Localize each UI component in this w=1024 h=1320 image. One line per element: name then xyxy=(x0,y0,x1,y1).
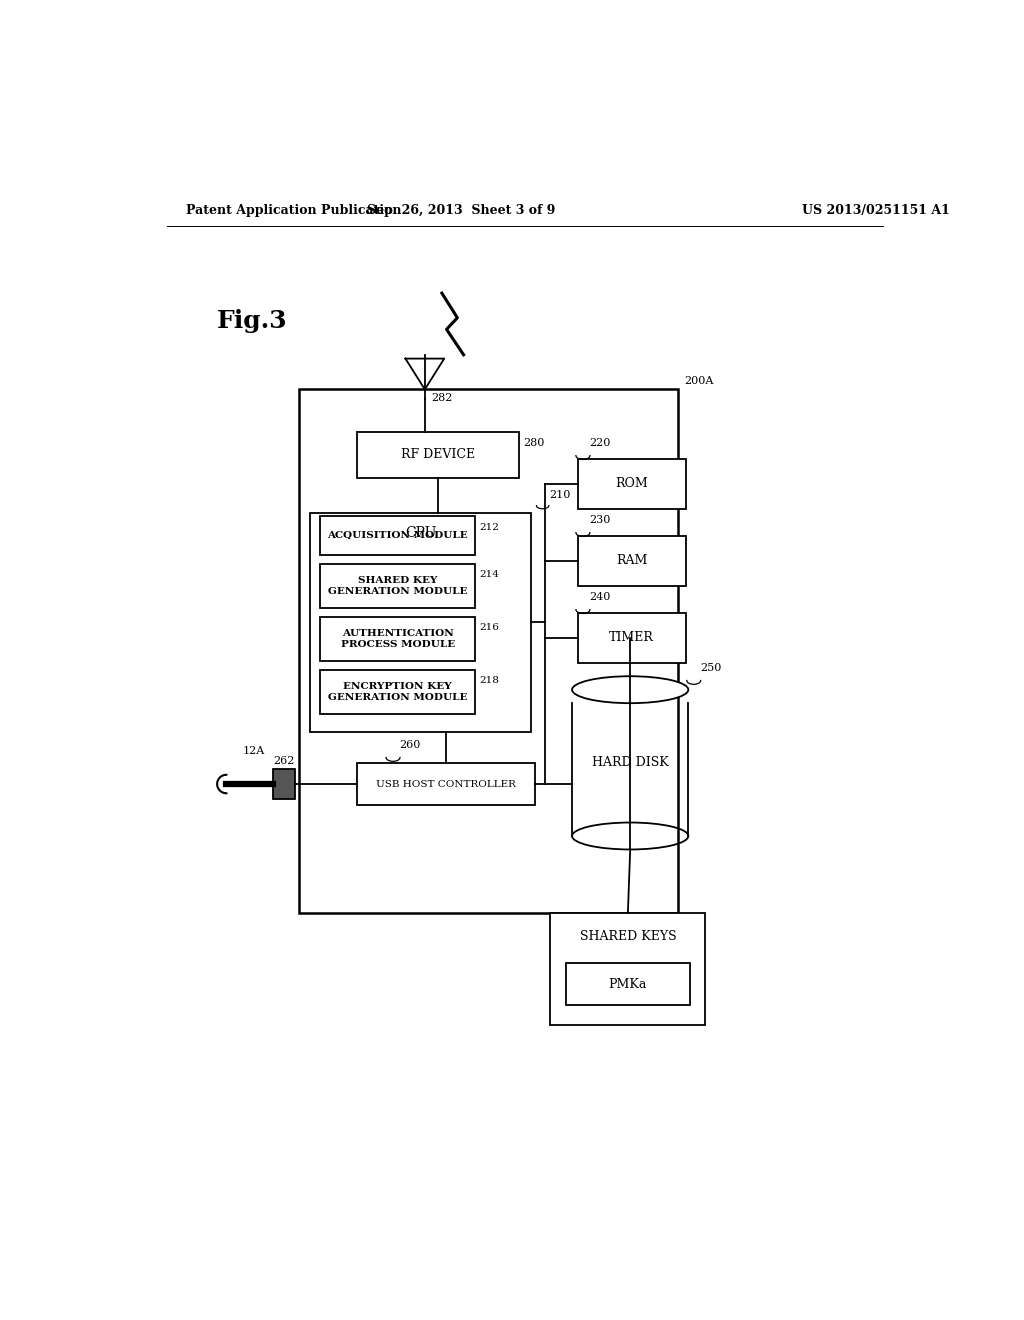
Text: 214: 214 xyxy=(479,570,499,579)
Ellipse shape xyxy=(572,676,688,704)
Text: 220: 220 xyxy=(589,438,610,447)
Text: 210: 210 xyxy=(549,490,570,499)
Bar xyxy=(356,763,535,805)
Text: 282: 282 xyxy=(431,393,453,403)
Text: 260: 260 xyxy=(399,739,421,750)
Text: 262: 262 xyxy=(273,755,295,766)
Bar xyxy=(299,389,678,913)
Text: TIMER: TIMER xyxy=(609,631,654,644)
Bar xyxy=(321,516,475,554)
Text: HARD DISK: HARD DISK xyxy=(592,756,669,770)
Text: Patent Application Publication: Patent Application Publication xyxy=(186,205,401,218)
Text: 200A: 200A xyxy=(684,376,714,385)
Text: ENCRYPTION KEY
GENERATION MODULE: ENCRYPTION KEY GENERATION MODULE xyxy=(328,681,467,702)
Text: 212: 212 xyxy=(479,523,499,532)
Text: 240: 240 xyxy=(589,591,610,602)
Text: RAM: RAM xyxy=(616,554,647,568)
Text: 280: 280 xyxy=(523,438,545,447)
Text: 12A: 12A xyxy=(243,746,265,755)
Text: 218: 218 xyxy=(479,676,499,685)
Bar xyxy=(321,669,475,714)
Bar xyxy=(321,618,475,661)
Bar xyxy=(550,913,706,1024)
Text: ROM: ROM xyxy=(615,478,648,490)
Text: Fig.3: Fig.3 xyxy=(217,309,288,333)
Text: SHARED KEY
GENERATION MODULE: SHARED KEY GENERATION MODULE xyxy=(328,576,467,597)
Bar xyxy=(321,564,475,609)
Text: Sep. 26, 2013  Sheet 3 of 9: Sep. 26, 2013 Sheet 3 of 9 xyxy=(367,205,555,218)
Text: 250: 250 xyxy=(700,663,721,673)
Text: SHARED KEYS: SHARED KEYS xyxy=(580,929,676,942)
Text: RF DEVICE: RF DEVICE xyxy=(401,449,475,462)
Bar xyxy=(273,770,295,799)
Bar xyxy=(578,459,686,508)
Text: ACQUISITION MODULE: ACQUISITION MODULE xyxy=(328,531,468,540)
Text: AUTHENTICATION
PROCESS MODULE: AUTHENTICATION PROCESS MODULE xyxy=(341,630,455,649)
Text: USB HOST CONTROLLER: USB HOST CONTROLLER xyxy=(376,780,516,788)
Text: US 2013/0251151 A1: US 2013/0251151 A1 xyxy=(802,205,950,218)
Bar xyxy=(578,536,686,586)
Bar xyxy=(578,612,686,663)
Text: PMKa: PMKa xyxy=(608,978,647,991)
Text: 216: 216 xyxy=(479,623,499,632)
Bar xyxy=(566,964,690,1006)
Text: 230: 230 xyxy=(589,515,610,525)
Text: CPU: CPU xyxy=(404,527,436,540)
Bar xyxy=(310,512,531,733)
Bar xyxy=(356,432,519,478)
